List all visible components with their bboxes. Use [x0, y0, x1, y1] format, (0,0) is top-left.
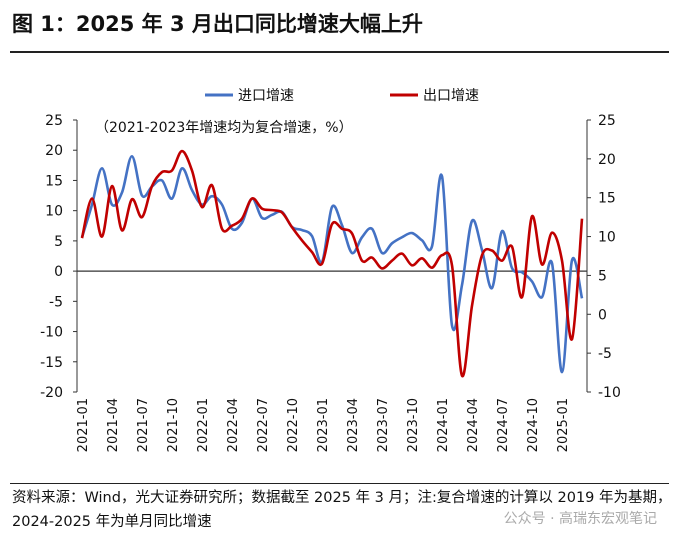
- left-tick-label: -20: [40, 385, 63, 401]
- top-divider: [10, 51, 669, 53]
- x-tick-label: 2022-04: [226, 398, 241, 452]
- right-tick-label: 0: [598, 307, 607, 323]
- x-tick-label: 2021-10: [166, 398, 181, 452]
- watermark: 公众号 · 高瑞东宏观笔记: [503, 511, 657, 527]
- x-tick-label: 2021-01: [76, 398, 91, 452]
- right-tick-label: 15: [598, 191, 616, 207]
- x-tick-label: 2022-07: [256, 398, 271, 452]
- right-tick-label: 25: [598, 113, 616, 129]
- chart: 进口增速 出口增速 （2021-2023年增速均为复合增速，%） -20 -15 -…: [40, 88, 621, 452]
- x-tick-label: 2023-01: [316, 398, 331, 452]
- right-tick-label: -10: [598, 385, 621, 401]
- left-tick-label: -5: [49, 294, 63, 310]
- x-tick-label: 2024-04: [466, 398, 481, 452]
- left-tick-label: 10: [45, 204, 63, 220]
- x-tick-label: 2024-07: [496, 398, 511, 452]
- x-tick-label: 2025-01: [556, 398, 571, 452]
- left-tick-label: -15: [40, 355, 63, 371]
- right-tick-label: -5: [598, 346, 612, 362]
- x-tick-label: 2023-10: [406, 398, 421, 452]
- export-growth-line: [80, 149, 584, 378]
- figure-title: 图 1：2025 年 3 月出口同比增速大幅上升: [12, 12, 423, 36]
- left-tick-label: 15: [45, 173, 63, 189]
- left-tick-label: 0: [54, 264, 63, 280]
- left-tick-label: 20: [45, 143, 63, 159]
- import-growth-line: [80, 154, 584, 374]
- right-tick-label: 20: [598, 152, 616, 168]
- right-tick-label: 10: [598, 230, 616, 246]
- left-tick-label: 5: [54, 234, 63, 250]
- right-tick-label: 5: [598, 268, 607, 284]
- x-tick-label: 2023-04: [346, 398, 361, 452]
- x-tick-label: 2021-07: [136, 398, 151, 452]
- x-tick-label: 2024-10: [526, 398, 541, 452]
- x-tick-label: 2022-01: [196, 398, 211, 452]
- left-tick-label: -10: [40, 325, 63, 341]
- x-tick-label: 2023-07: [376, 398, 391, 452]
- left-tick-label: 25: [45, 113, 63, 129]
- x-tick-label: 2022-10: [286, 398, 301, 452]
- legend: 进口增速 出口增速: [205, 88, 479, 104]
- legend-import-label: 进口增速: [238, 88, 294, 104]
- legend-export-label: 出口增速: [423, 88, 479, 104]
- x-tick-label: 2024-01: [436, 398, 451, 452]
- x-tick-label: 2021-04: [106, 398, 121, 452]
- bottom-divider: [10, 483, 669, 484]
- source-note: 资料来源：Wind，光大证券研究所；数据截至 2025 年 3 月；注:复合增速…: [12, 490, 672, 530]
- chart-annotation: （2021-2023年增速均为复合增速，%）: [95, 119, 353, 136]
